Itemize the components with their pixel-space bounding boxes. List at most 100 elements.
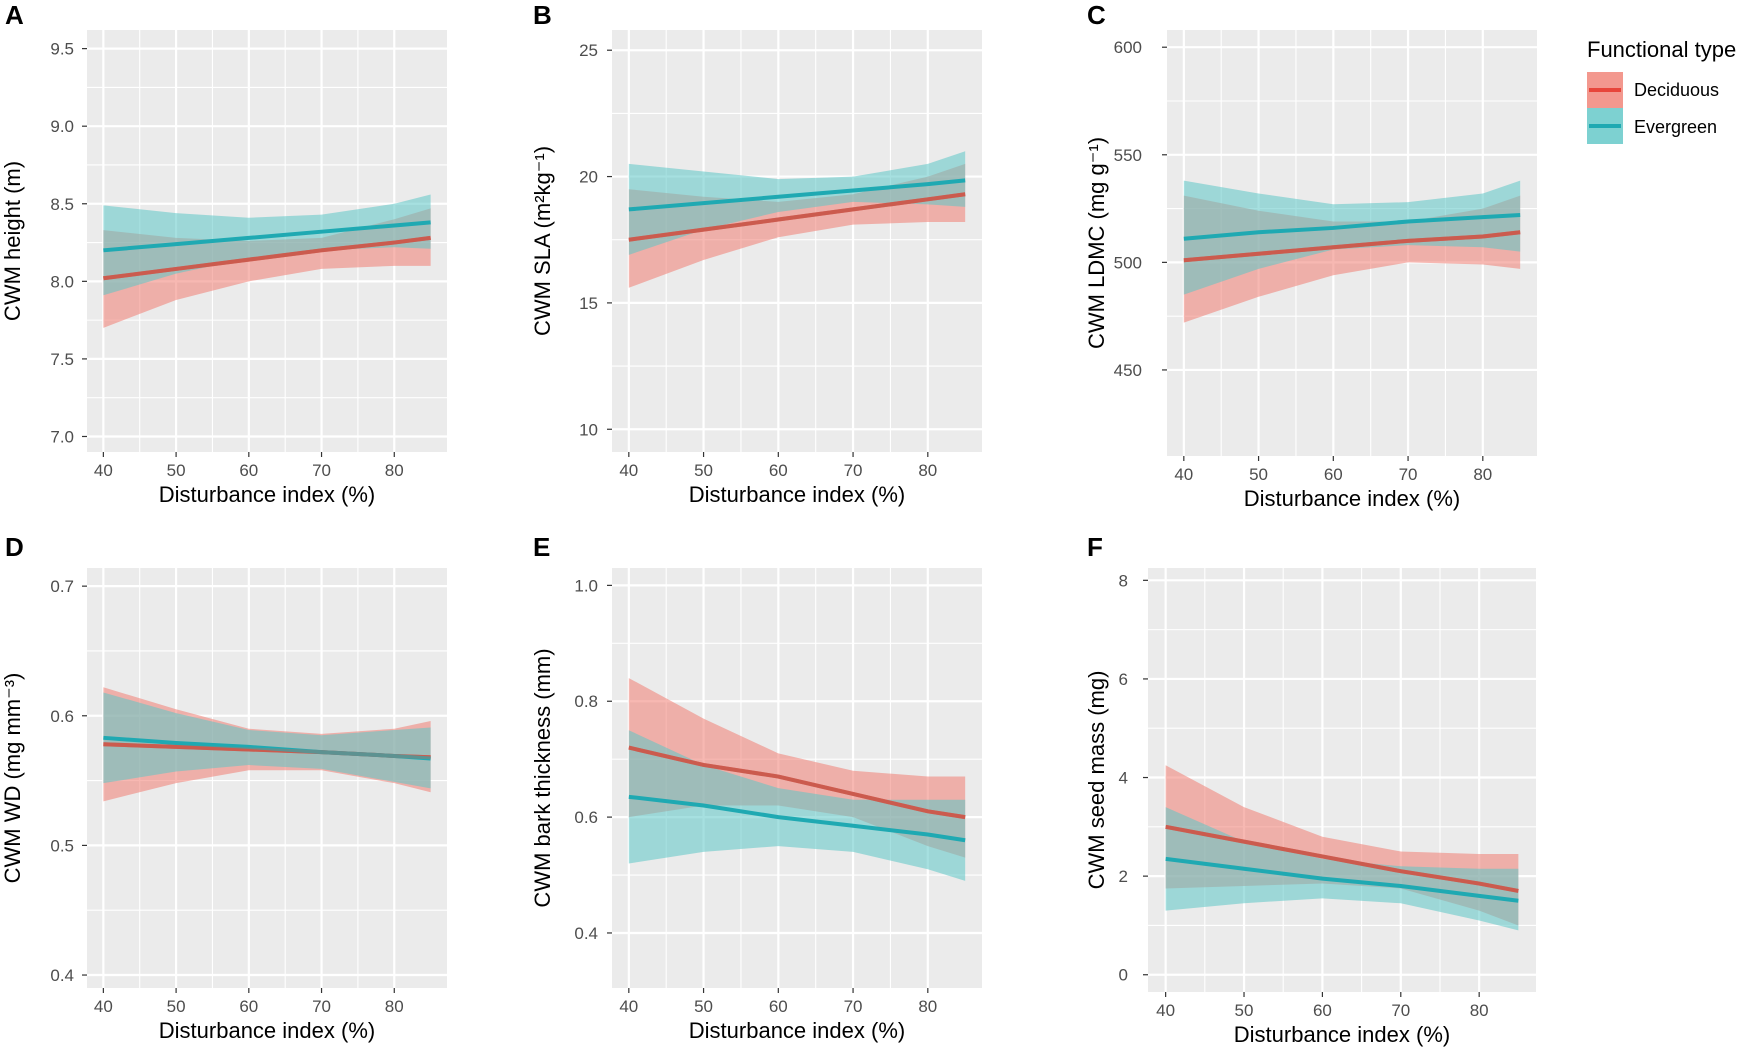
y-axis-title: CWM bark thickness (mm) [530, 648, 555, 907]
panel-letter: F [1087, 532, 1103, 562]
fit-line-deciduous [1165, 824, 1519, 893]
y-axis-title: CWM WD (mg mm⁻³) [0, 673, 25, 884]
x-tick-label: 70 [844, 997, 863, 1016]
y-tick-label: 9.5 [50, 40, 74, 59]
y-tick-label: 8.0 [50, 272, 74, 291]
y-tick-label: 20 [579, 168, 598, 187]
panel-f: 40 50 60 70 80 0 2 4 6 8 Disturbance index (%) CWM … [1084, 532, 1536, 1047]
y-tick-label: 15 [579, 294, 598, 313]
x-tick-label: 80 [918, 997, 937, 1016]
confidence-band-evergreen [1165, 807, 1519, 931]
fit-line-evergreen [1165, 856, 1519, 903]
fit-line-overlap-tint [1183, 230, 1521, 263]
x-tick-label: 40 [619, 997, 638, 1016]
y-tick-label: 0.4 [574, 924, 598, 943]
confidence-band-evergreen [103, 194, 431, 296]
y-tick-label: 7.0 [50, 427, 74, 446]
legend-title: Functional type [1587, 37, 1736, 62]
y-tick-label: 0.5 [50, 836, 74, 855]
x-tick-label: 60 [239, 997, 258, 1016]
fit-line-deciduous [1183, 230, 1521, 263]
x-axis-title: Disturbance index (%) [1234, 1022, 1450, 1047]
fit-line-overlap-tint [103, 235, 431, 281]
x-tick-label: 40 [1156, 1001, 1175, 1020]
panel-d: 40 50 60 70 80 0.4 0.5 0.6 0.7 Disturbance index … [0, 532, 447, 1043]
panel-e: 40 50 60 70 80 0.4 0.6 0.8 1.0 Disturbance index … [530, 532, 982, 1043]
x-tick-label: 60 [769, 997, 788, 1016]
x-tick-label: 40 [1174, 465, 1193, 484]
x-tick-label: 40 [619, 461, 638, 480]
y-tick-label: 500 [1114, 253, 1142, 272]
y-axis-title: CWM seed mass (mg) [1084, 671, 1109, 890]
x-tick-label: 50 [694, 997, 713, 1016]
x-tick-label: 50 [167, 997, 186, 1016]
x-tick-label: 60 [769, 461, 788, 480]
panel-letter: B [533, 0, 552, 30]
fit-line-evergreen [628, 794, 966, 843]
y-tick-label: 7.5 [50, 350, 74, 369]
y-tick-label: 4 [1119, 769, 1128, 788]
y-tick-label: 6 [1119, 670, 1128, 689]
legend-label-evergreen: Evergreen [1634, 117, 1717, 137]
fit-line-deciduous [103, 235, 431, 281]
legend-label-deciduous: Deciduous [1634, 80, 1719, 100]
x-tick-label: 60 [1313, 1001, 1332, 1020]
fit-line-deciduous [628, 192, 966, 242]
fit-line-evergreen [103, 220, 431, 253]
panel-c: 40 50 60 70 80 450 500 550 600 Disturbance index … [1084, 0, 1537, 511]
panel-letter: E [533, 532, 550, 562]
confidence-band-evergreen [628, 151, 966, 255]
confidence-band-evergreen [103, 692, 431, 789]
panel-background [1148, 568, 1536, 992]
y-tick-label: 550 [1114, 146, 1142, 165]
panel-letter: A [5, 0, 24, 30]
x-tick-label: 50 [1235, 1001, 1254, 1020]
x-tick-label: 50 [1249, 465, 1268, 484]
panel-b: 40 50 60 70 80 10 15 20 25 Disturbance index (%) C… [530, 0, 982, 507]
x-axis-title: Disturbance index (%) [1244, 486, 1460, 511]
y-tick-label: 0.7 [50, 577, 74, 596]
y-tick-label: 0.6 [50, 707, 74, 726]
x-tick-label: 50 [694, 461, 713, 480]
fit-line-deciduous [628, 745, 966, 820]
y-tick-label: 0 [1119, 966, 1128, 985]
x-tick-label: 80 [1473, 465, 1492, 484]
y-tick-label: 2 [1119, 867, 1128, 886]
y-tick-label: 600 [1114, 38, 1142, 57]
panel-letter: C [1087, 0, 1106, 30]
y-tick-label: 1.0 [574, 576, 598, 595]
y-axis-title: CWM LDMC (mg g⁻¹) [1084, 137, 1109, 349]
x-tick-label: 70 [1391, 1001, 1410, 1020]
x-tick-label: 60 [1324, 465, 1343, 484]
y-tick-label: 0.8 [574, 692, 598, 711]
x-tick-label: 80 [385, 461, 404, 480]
y-tick-label: 8.5 [50, 195, 74, 214]
y-tick-label: 10 [579, 420, 598, 439]
fit-line-evergreen [1183, 213, 1521, 241]
confidence-band-evergreen [1183, 180, 1521, 295]
x-tick-label: 80 [1470, 1001, 1489, 1020]
x-tick-label: 70 [1399, 465, 1418, 484]
x-tick-label: 70 [312, 461, 331, 480]
y-axis-title: CWM height (m) [0, 161, 25, 321]
fit-line-evergreen [628, 178, 966, 212]
x-tick-label: 50 [167, 461, 186, 480]
legend-entry-evergreen: Evergreen [1587, 108, 1717, 144]
panel-letter: D [5, 532, 24, 562]
gridlines [87, 568, 447, 988]
x-axis-title: Disturbance index (%) [159, 482, 375, 507]
x-axis-title: Disturbance index (%) [689, 1018, 905, 1043]
y-tick-label: 8 [1119, 571, 1128, 590]
x-tick-label: 60 [239, 461, 258, 480]
x-tick-label: 80 [918, 461, 937, 480]
fit-line-overlap-tint [628, 192, 966, 242]
x-axis-title: Disturbance index (%) [159, 1018, 375, 1043]
y-tick-label: 0.6 [574, 808, 598, 827]
x-tick-label: 80 [385, 997, 404, 1016]
legend-entry-deciduous: Deciduous [1587, 72, 1719, 108]
x-tick-label: 40 [94, 997, 113, 1016]
fit-line-overlap-tint [1165, 824, 1519, 893]
panel-a: 40 50 60 70 80 7.0 7.5 8.0 8.5 9.0 9.5 Disturbance … [0, 0, 447, 507]
y-axis-title: CWM SLA (m²kg⁻¹) [530, 146, 555, 336]
fit-line-overlap-tint [103, 742, 431, 760]
